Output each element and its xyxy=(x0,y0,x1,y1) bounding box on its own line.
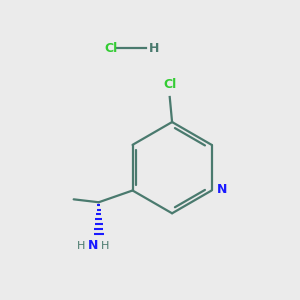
Text: H: H xyxy=(77,242,86,251)
Text: H: H xyxy=(148,42,159,55)
Text: N: N xyxy=(217,182,227,196)
Text: N: N xyxy=(88,239,98,252)
Text: Cl: Cl xyxy=(104,42,118,55)
Text: H: H xyxy=(101,242,110,251)
Text: Cl: Cl xyxy=(163,78,176,91)
